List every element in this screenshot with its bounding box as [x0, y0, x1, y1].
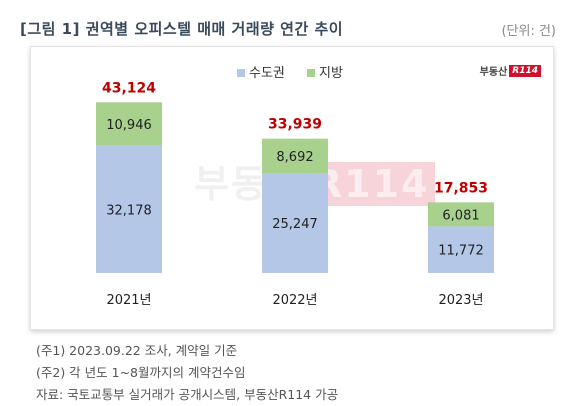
category-label-3: 2023년	[438, 293, 483, 308]
chart-panel: 부동산 R114 부동산 R114 수도권 지방 32,178 10,946 43,124…	[30, 46, 554, 330]
bar-capital-3	[428, 226, 494, 273]
bar-label-capital-1: 32,178	[106, 203, 152, 218]
source-note: 자료: 국토교통부 실거래가 공개시스템, 부동산R114 가공	[36, 387, 339, 402]
brand-logo-box: R114	[509, 64, 541, 77]
bar-regional-1	[96, 102, 162, 146]
bar-capital-2	[262, 173, 328, 273]
unit-label: (단위: 건)	[501, 24, 556, 39]
legend-label-2: 지방	[319, 66, 343, 81]
bar-label-capital-2: 25,247	[272, 217, 318, 232]
legend-label-1: 수도권	[249, 66, 285, 81]
footnote-1: (주1) 2023.09.22 조사, 계약일 기준	[36, 343, 238, 358]
total-label-1: 43,124	[102, 80, 156, 96]
legend-swatch-2	[307, 69, 315, 77]
brand-logo-text: 부동산	[479, 67, 508, 78]
bar-label-capital-3: 11,772	[438, 244, 484, 259]
brand-logo: 부동산 R114	[480, 63, 541, 78]
bar-label-regional-2: 8,692	[276, 150, 313, 165]
bar-label-regional-1: 10,946	[106, 118, 152, 133]
bar-regional-3	[428, 202, 494, 227]
legend-swatch-1	[237, 69, 245, 77]
chart-title: [그림 1] 권역별 오피스텔 매매 거래량 연간 추이	[20, 20, 344, 38]
footnote-2: (주2) 각 년도 1~8월까지의 계약건수임	[36, 365, 246, 380]
category-label-1: 2021년	[106, 293, 151, 308]
stacked-bar-chart: 수도권 지방 32,178 10,946 43,124 2021년 25,247 8,692 3…	[96, 66, 494, 308]
category-label-2: 2022년	[272, 293, 317, 308]
total-label-2: 33,939	[268, 117, 322, 133]
footnotes: (주1) 2023.09.22 조사, 계약일 기준 (주2) 각 년도 1~8…	[36, 340, 338, 406]
bar-label-regional-3: 6,081	[442, 208, 479, 223]
bar-regional-2	[262, 138, 328, 174]
bar-capital-1	[96, 145, 162, 273]
total-label-3: 17,853	[434, 180, 488, 196]
